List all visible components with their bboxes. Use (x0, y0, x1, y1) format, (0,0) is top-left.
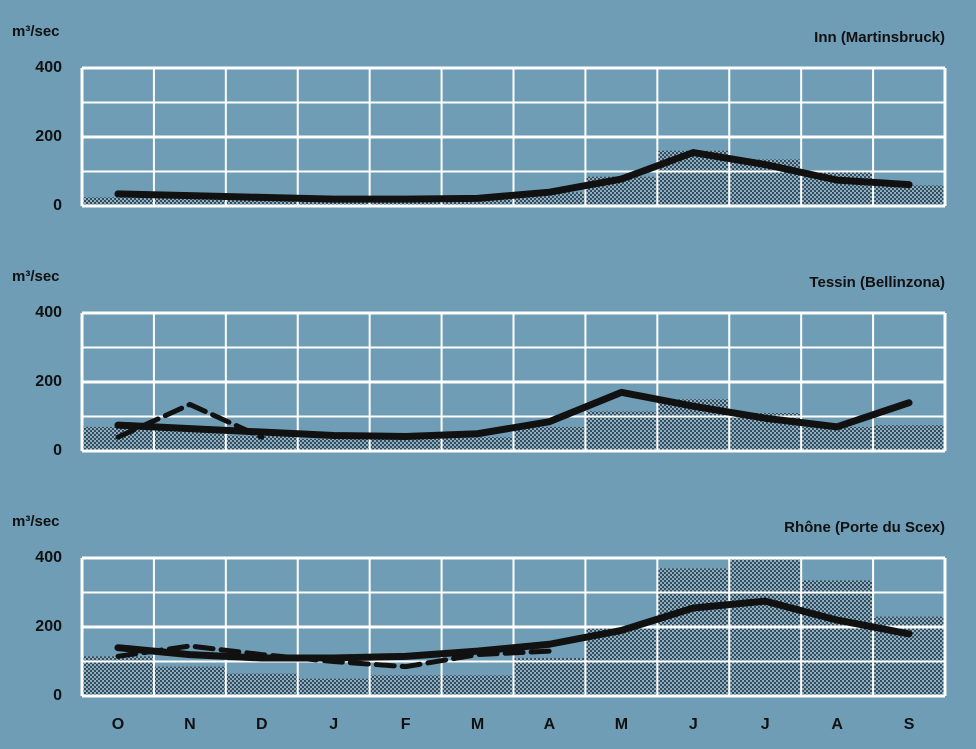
bar (441, 199, 514, 206)
y-tick-label: 200 (35, 618, 62, 635)
bar (369, 200, 442, 206)
title: Inn (Martinsbruck) (814, 29, 945, 46)
bar (369, 675, 442, 696)
bar (82, 656, 154, 696)
bar (513, 426, 586, 451)
x-tick-label: O (112, 716, 124, 733)
y-axis-label: m³/sec (12, 23, 60, 40)
x-tick-label: M (471, 716, 484, 733)
bar (801, 426, 874, 451)
y-tick-label: 0 (53, 687, 62, 704)
bar (873, 425, 945, 451)
bar (657, 568, 730, 696)
y-axis-label: m³/sec (12, 268, 60, 285)
y-tick-label: 0 (53, 197, 62, 214)
bar (441, 437, 514, 451)
bar (225, 673, 298, 696)
y-tick-label: 400 (35, 304, 62, 321)
bar (297, 200, 370, 206)
y-axis-label: m³/sec (12, 513, 60, 530)
line (114, 149, 913, 203)
title: Rhône (Porte du Scex) (784, 519, 945, 536)
bar (153, 430, 226, 451)
bar (225, 435, 298, 451)
x-tick-label: A (831, 716, 843, 733)
x-tick-label: D (256, 716, 268, 733)
title: Tessin (Bellinzona) (809, 274, 945, 291)
bar (873, 185, 945, 206)
x-tick-label: J (329, 716, 338, 733)
y-tick-label: 400 (35, 59, 62, 76)
bar (153, 666, 226, 696)
x-tick-label: J (761, 716, 770, 733)
x-tick-label: A (544, 716, 556, 733)
x-tick-label: J (689, 716, 698, 733)
x-tick-label: S (904, 716, 915, 733)
y-tick-label: 200 (35, 373, 62, 390)
bar (225, 199, 298, 206)
bar (297, 438, 370, 451)
bar (585, 411, 658, 451)
bar (441, 675, 514, 696)
y-tick-label: 200 (35, 128, 62, 145)
dashed-line (115, 643, 552, 670)
x-tick-label: N (184, 716, 196, 733)
bar (369, 438, 442, 451)
y-tick-label: 400 (35, 549, 62, 566)
y-tick-label: 0 (53, 442, 62, 459)
bar (153, 197, 226, 206)
bar (801, 580, 874, 696)
x-tick-label: F (401, 716, 411, 733)
dashed-line (115, 401, 265, 440)
bar (82, 197, 154, 206)
bar (513, 658, 586, 696)
line (114, 597, 913, 662)
bar (297, 678, 370, 696)
x-tick-label: M (615, 716, 628, 733)
